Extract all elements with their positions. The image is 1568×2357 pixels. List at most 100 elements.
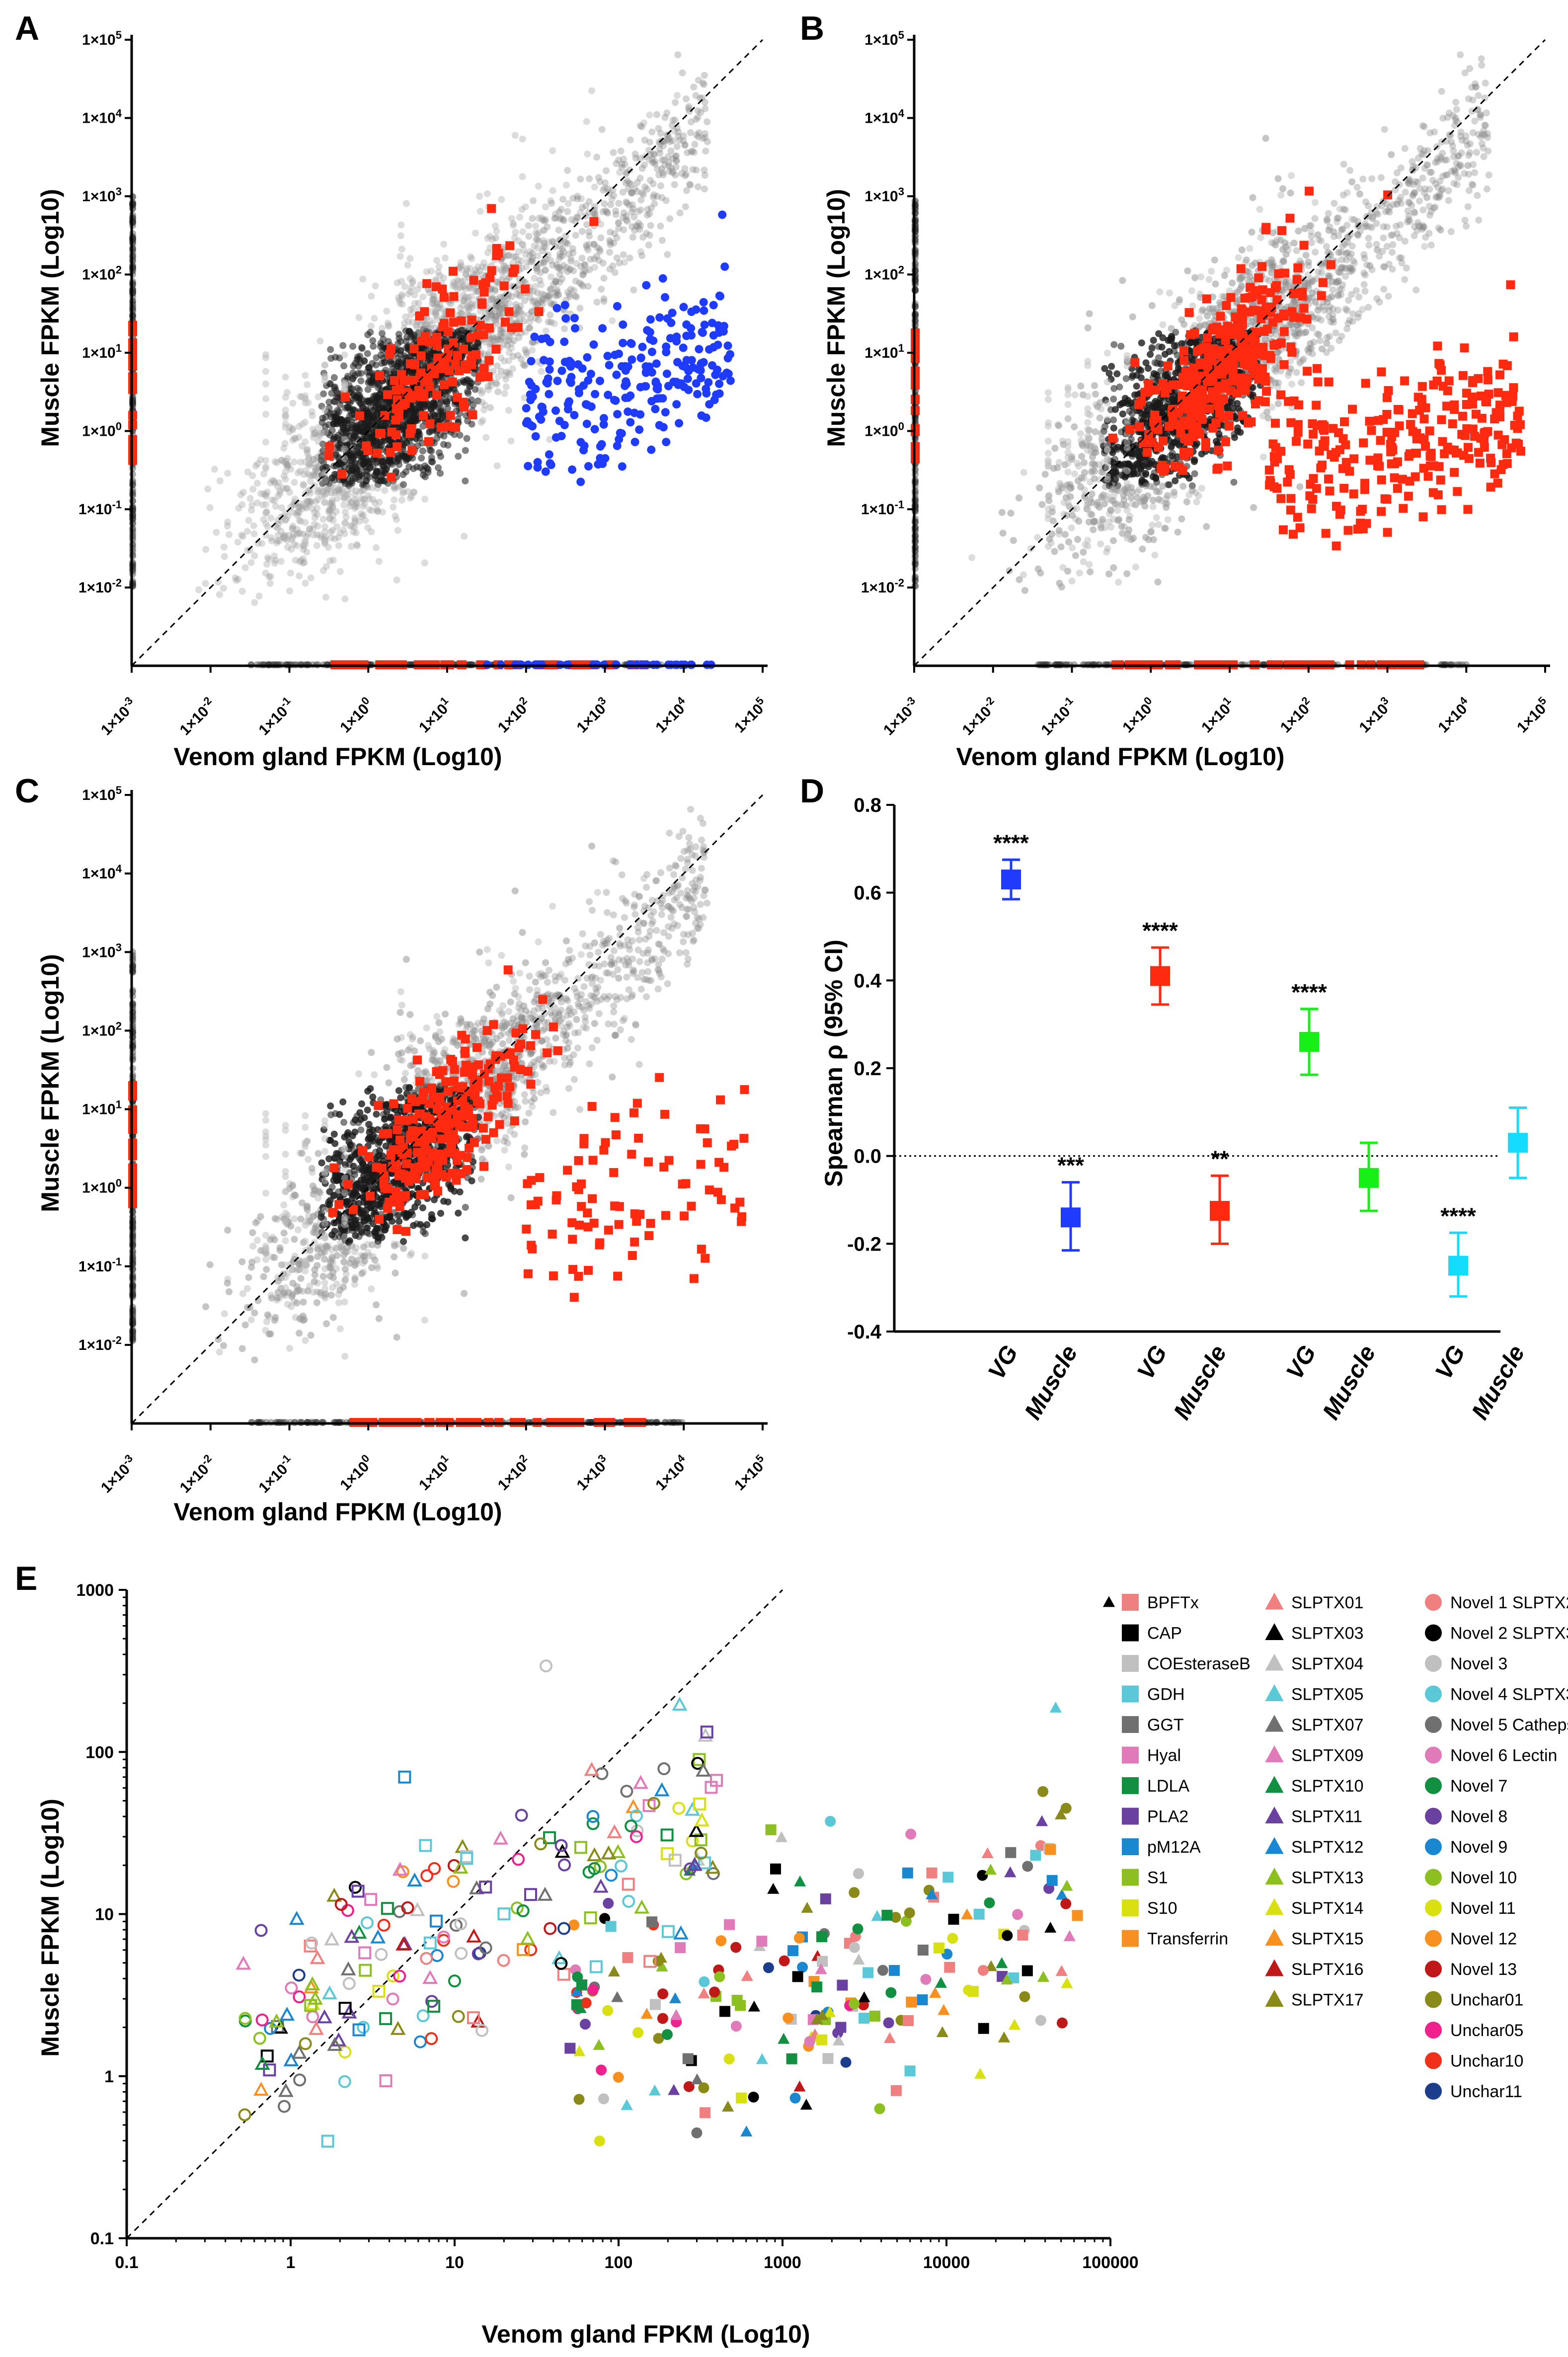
panel-label-b: B xyxy=(800,9,824,47)
red-square xyxy=(449,292,459,301)
data-point xyxy=(336,568,344,575)
red-square xyxy=(391,415,400,425)
data-point xyxy=(368,507,376,514)
data-point xyxy=(647,222,654,229)
data-point xyxy=(373,354,380,362)
data-point xyxy=(311,521,318,528)
data-point xyxy=(262,510,269,517)
data-point xyxy=(426,428,433,436)
data-point xyxy=(493,278,501,286)
blue-point xyxy=(636,353,645,362)
blue-point xyxy=(709,301,718,310)
data-point xyxy=(488,313,495,320)
blue-point xyxy=(702,389,711,398)
data-point xyxy=(385,457,392,465)
panel-label-e: E xyxy=(15,1560,37,1597)
blue-point xyxy=(696,366,705,375)
data-point xyxy=(593,154,601,161)
data-point xyxy=(402,313,409,320)
data-point xyxy=(403,415,411,423)
data-point xyxy=(354,449,362,457)
data-point xyxy=(226,531,233,538)
data-point xyxy=(535,182,542,190)
data-point xyxy=(224,522,231,530)
data-point xyxy=(366,369,374,376)
data-point xyxy=(262,464,269,471)
data-point xyxy=(379,508,386,516)
data-point xyxy=(282,411,289,419)
blue-point xyxy=(673,358,682,367)
data-point xyxy=(400,319,408,327)
data-point xyxy=(276,537,283,545)
data-point xyxy=(480,259,487,266)
red-square xyxy=(438,284,447,294)
data-point xyxy=(398,301,406,308)
data-point xyxy=(302,438,309,446)
data-point xyxy=(352,394,359,402)
blue-point xyxy=(583,400,592,409)
y-tick-label: 1×10-2 xyxy=(78,577,122,596)
data-point xyxy=(672,116,679,124)
data-point xyxy=(596,245,604,253)
data-point xyxy=(522,203,529,211)
data-point xyxy=(320,567,327,574)
data-point xyxy=(432,308,439,315)
blue-point xyxy=(699,298,708,307)
data-point xyxy=(505,300,513,307)
data-point xyxy=(509,220,517,227)
blue-point xyxy=(658,274,667,283)
data-point xyxy=(321,477,328,485)
data-point xyxy=(587,255,594,263)
data-point xyxy=(266,580,274,587)
data-point xyxy=(672,171,679,179)
data-point xyxy=(648,128,656,136)
data-point xyxy=(646,210,653,218)
blue-point xyxy=(586,370,595,379)
data-point xyxy=(413,321,420,329)
blue-point xyxy=(723,354,732,363)
blue-point xyxy=(672,400,681,409)
data-point xyxy=(360,511,367,519)
red-square xyxy=(505,241,515,250)
data-point xyxy=(483,190,491,197)
x-tick-label: 1×105 xyxy=(729,694,771,736)
data-point xyxy=(627,136,634,144)
data-point xyxy=(274,492,282,500)
data-point xyxy=(302,467,309,474)
data-point xyxy=(294,469,302,476)
data-point xyxy=(402,200,410,207)
data-point xyxy=(431,293,438,300)
data-point xyxy=(541,239,548,247)
data-point xyxy=(640,191,647,198)
data-point xyxy=(272,503,279,510)
red-square xyxy=(499,281,509,291)
x-tick-label: 1×100 xyxy=(335,694,377,736)
data-point xyxy=(512,253,519,260)
data-point xyxy=(600,274,608,282)
blue-point xyxy=(664,382,673,391)
data-point xyxy=(321,523,328,531)
data-point xyxy=(505,252,513,259)
x-tick-label: 1×10-3 xyxy=(96,694,140,738)
red-square xyxy=(446,410,455,420)
blue-point xyxy=(599,414,608,423)
data-point xyxy=(476,267,484,274)
red-square xyxy=(424,437,433,446)
blue-point xyxy=(615,349,623,358)
data-point xyxy=(497,336,504,344)
data-point xyxy=(437,404,445,412)
data-point xyxy=(299,531,307,538)
data-point xyxy=(517,292,524,300)
data-point xyxy=(400,481,407,488)
blue-point xyxy=(714,321,723,330)
data-point xyxy=(348,543,355,550)
data-point xyxy=(262,520,269,527)
red-square xyxy=(475,320,485,330)
blue-point xyxy=(708,361,716,370)
data-point xyxy=(358,344,365,351)
data-point xyxy=(462,447,469,454)
data-point xyxy=(238,501,246,508)
red-square xyxy=(373,449,382,458)
data-point xyxy=(340,501,348,509)
data-point xyxy=(262,457,269,464)
